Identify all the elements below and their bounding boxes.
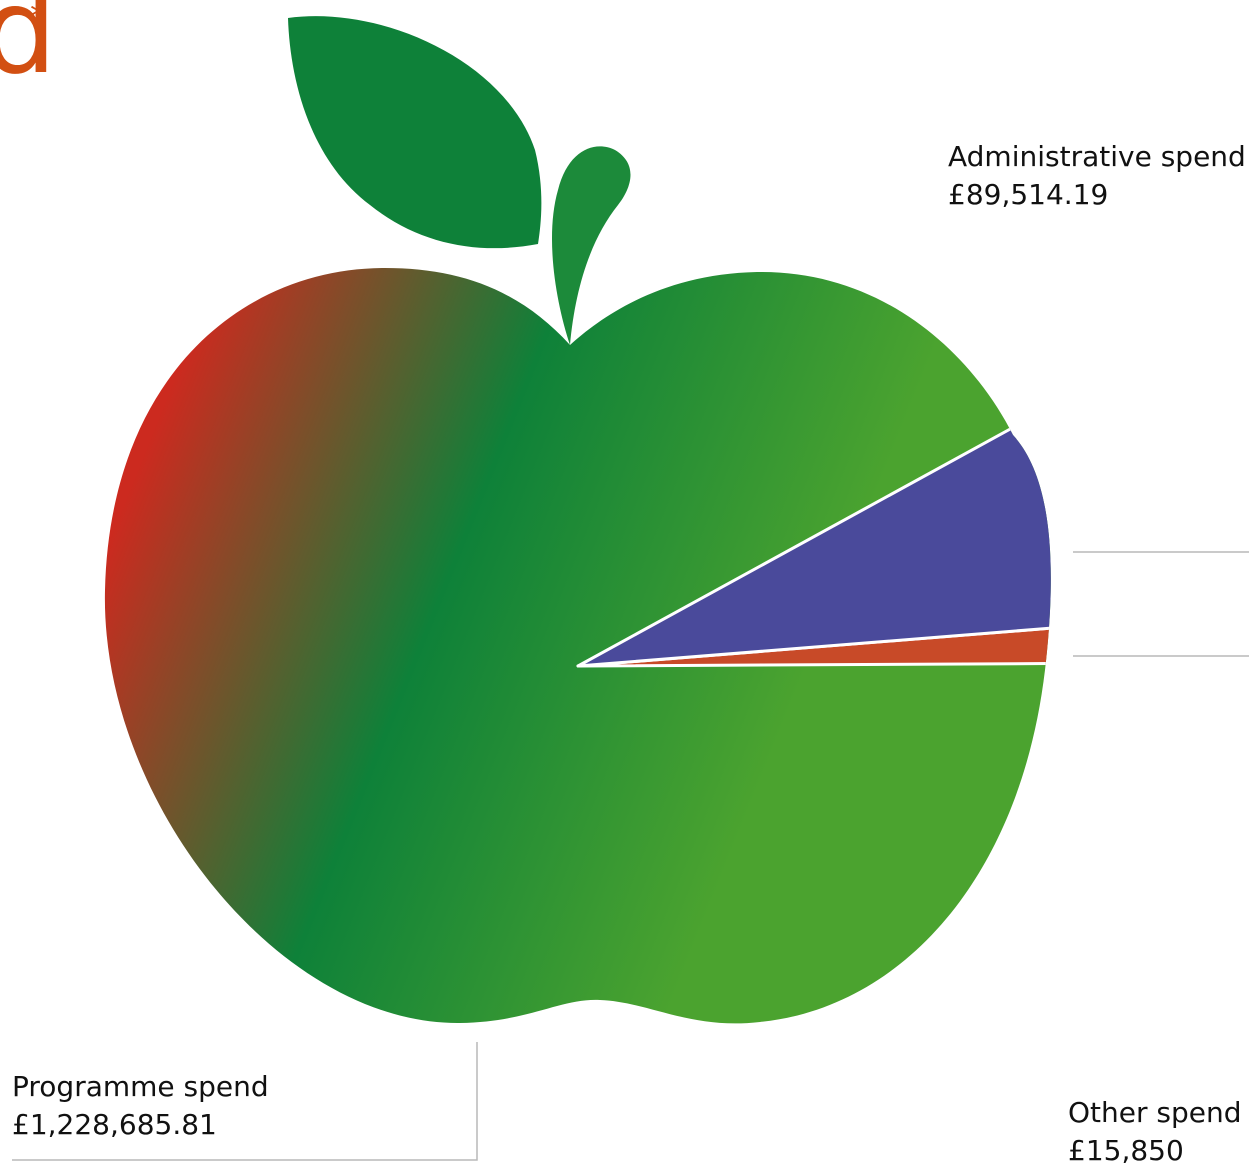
administrative-slice (576, 327, 1051, 668)
pie-slices-group (576, 327, 1051, 668)
stem-icon (551, 146, 631, 345)
apple-body (104, 268, 1051, 1024)
other-spend-value: £15,850 (1068, 1134, 1184, 1167)
leaf-icon (288, 16, 542, 249)
programme-spend-value: £1,228,685.81 (12, 1108, 217, 1141)
administrative-spend-value: £89,514.19 (948, 178, 1109, 211)
programme-callout-line (12, 1042, 478, 1161)
brand-fragment-letter: d (0, 0, 57, 100)
brand-asterisk: * (30, 0, 47, 37)
other-spend-label: Other spend £15,850 (1068, 1094, 1242, 1170)
administrative-spend-label: Administrative spend £89,514.19 (948, 138, 1246, 214)
administrative-spend-name: Administrative spend (948, 140, 1246, 173)
programme-spend-label: Programme spend £1,228,685.81 (12, 1068, 269, 1144)
brand-fragment-text: d (0, 0, 57, 90)
other-spend-name: Other spend (1068, 1096, 1242, 1129)
programme-spend-name: Programme spend (12, 1070, 269, 1103)
